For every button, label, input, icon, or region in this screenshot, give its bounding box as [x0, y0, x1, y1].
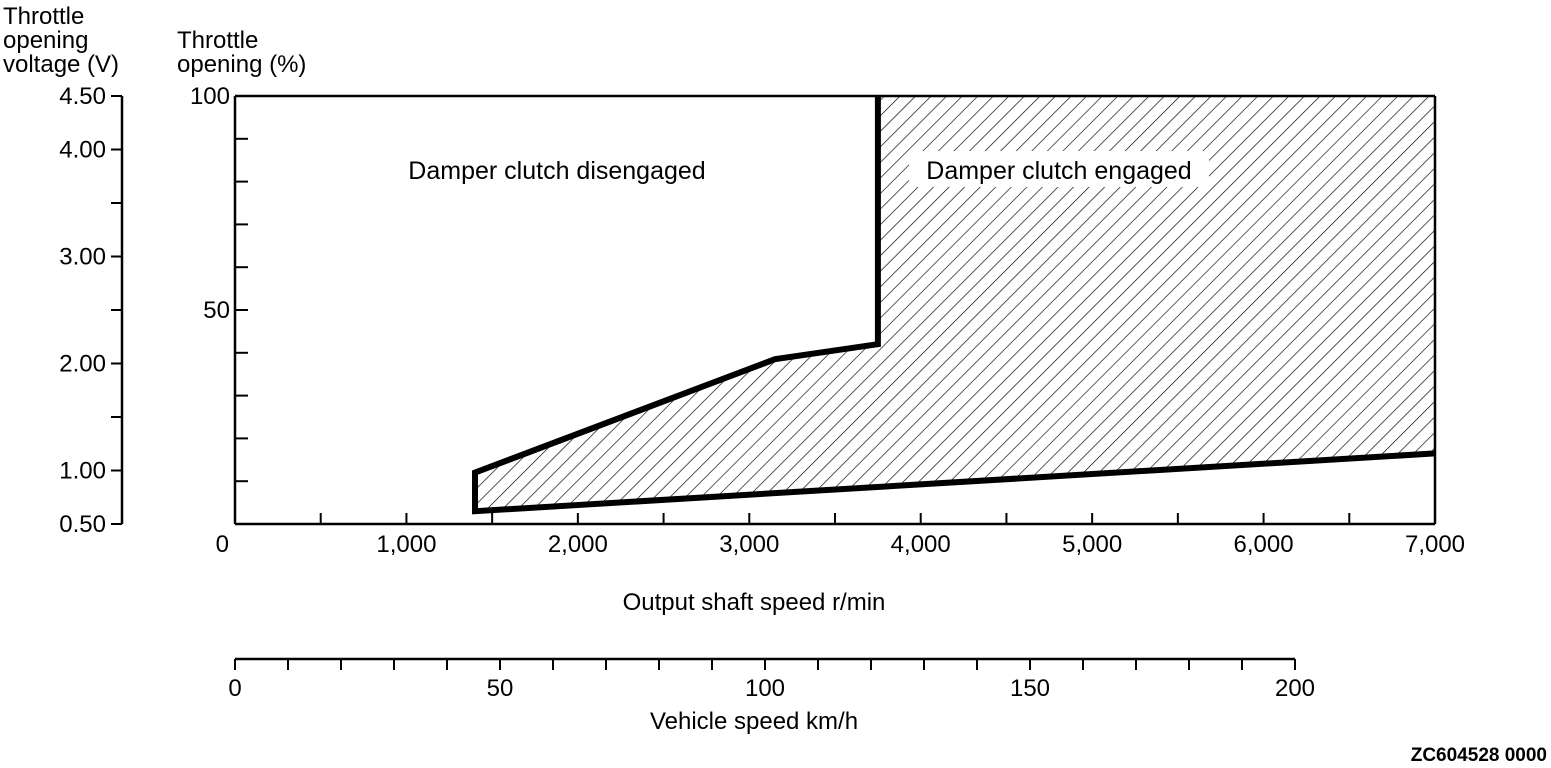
- disengaged-region-label: Damper clutch disengaged: [408, 157, 705, 185]
- engaged-region-boundary: [472, 96, 1436, 515]
- y-tick-label: 100: [190, 83, 230, 110]
- vehicle-speed-tick-label: 100: [745, 675, 785, 702]
- vehicle-speed-tick-label: 150: [1010, 675, 1050, 702]
- engaged-region-fill: [475, 96, 1435, 512]
- x-tick-label: 3,000: [719, 531, 779, 558]
- x-tick-label: 5,000: [1062, 531, 1122, 558]
- throttle-axis-title-line-2: opening (%): [177, 51, 306, 78]
- voltage-tick-label: 2.00: [59, 351, 106, 378]
- engaged-label-background: [909, 151, 1209, 187]
- axes-layer: [111, 94, 1437, 670]
- x-tick-label: 0: [216, 531, 229, 558]
- x-tick-label: 6,000: [1234, 531, 1294, 558]
- vehicle-speed-tick-label: 200: [1275, 675, 1315, 702]
- secondary-x-axis-title: Vehicle speed km/h: [650, 708, 858, 735]
- voltage-tick-label: 4.00: [59, 137, 106, 164]
- voltage-axis-title-line-1: Throttle: [3, 3, 84, 30]
- voltage-tick-label: 4.50: [59, 83, 106, 110]
- x-tick-label: 4,000: [891, 531, 951, 558]
- voltage-axis-title-line-3: voltage (V): [3, 51, 119, 78]
- voltage-tick-label: 3.00: [59, 244, 106, 271]
- voltage-tick-label: 0.50: [59, 511, 106, 538]
- y-tick-label: 50: [203, 297, 230, 324]
- vehicle-speed-tick-label: 0: [228, 675, 241, 702]
- x-tick-label: 2,000: [548, 531, 608, 558]
- voltage-axis-title: Throttle opening voltage (V): [3, 3, 119, 78]
- voltage-tick-label: 1.00: [59, 458, 106, 485]
- x-tick-label: 7,000: [1405, 531, 1465, 558]
- throttle-axis-title-line-1: Throttle: [177, 27, 258, 54]
- x-axis-title: Output shaft speed r/min: [623, 589, 886, 616]
- region-layer: [472, 96, 1436, 515]
- voltage-axis-title-line-2: opening: [3, 27, 88, 54]
- figure-id: ZC604528 0000: [1411, 745, 1547, 766]
- throttle-axis-title: Throttle opening (%): [177, 27, 306, 78]
- labels-layer: 50 100 0.50 1.00 2.00 3.00 4.00 4.50 0 1,000 2,000…: [59, 83, 1465, 702]
- vehicle-speed-tick-label: 50: [487, 675, 514, 702]
- engaged-region-label: Damper clutch engaged: [926, 157, 1191, 185]
- x-tick-label: 1,000: [376, 531, 436, 558]
